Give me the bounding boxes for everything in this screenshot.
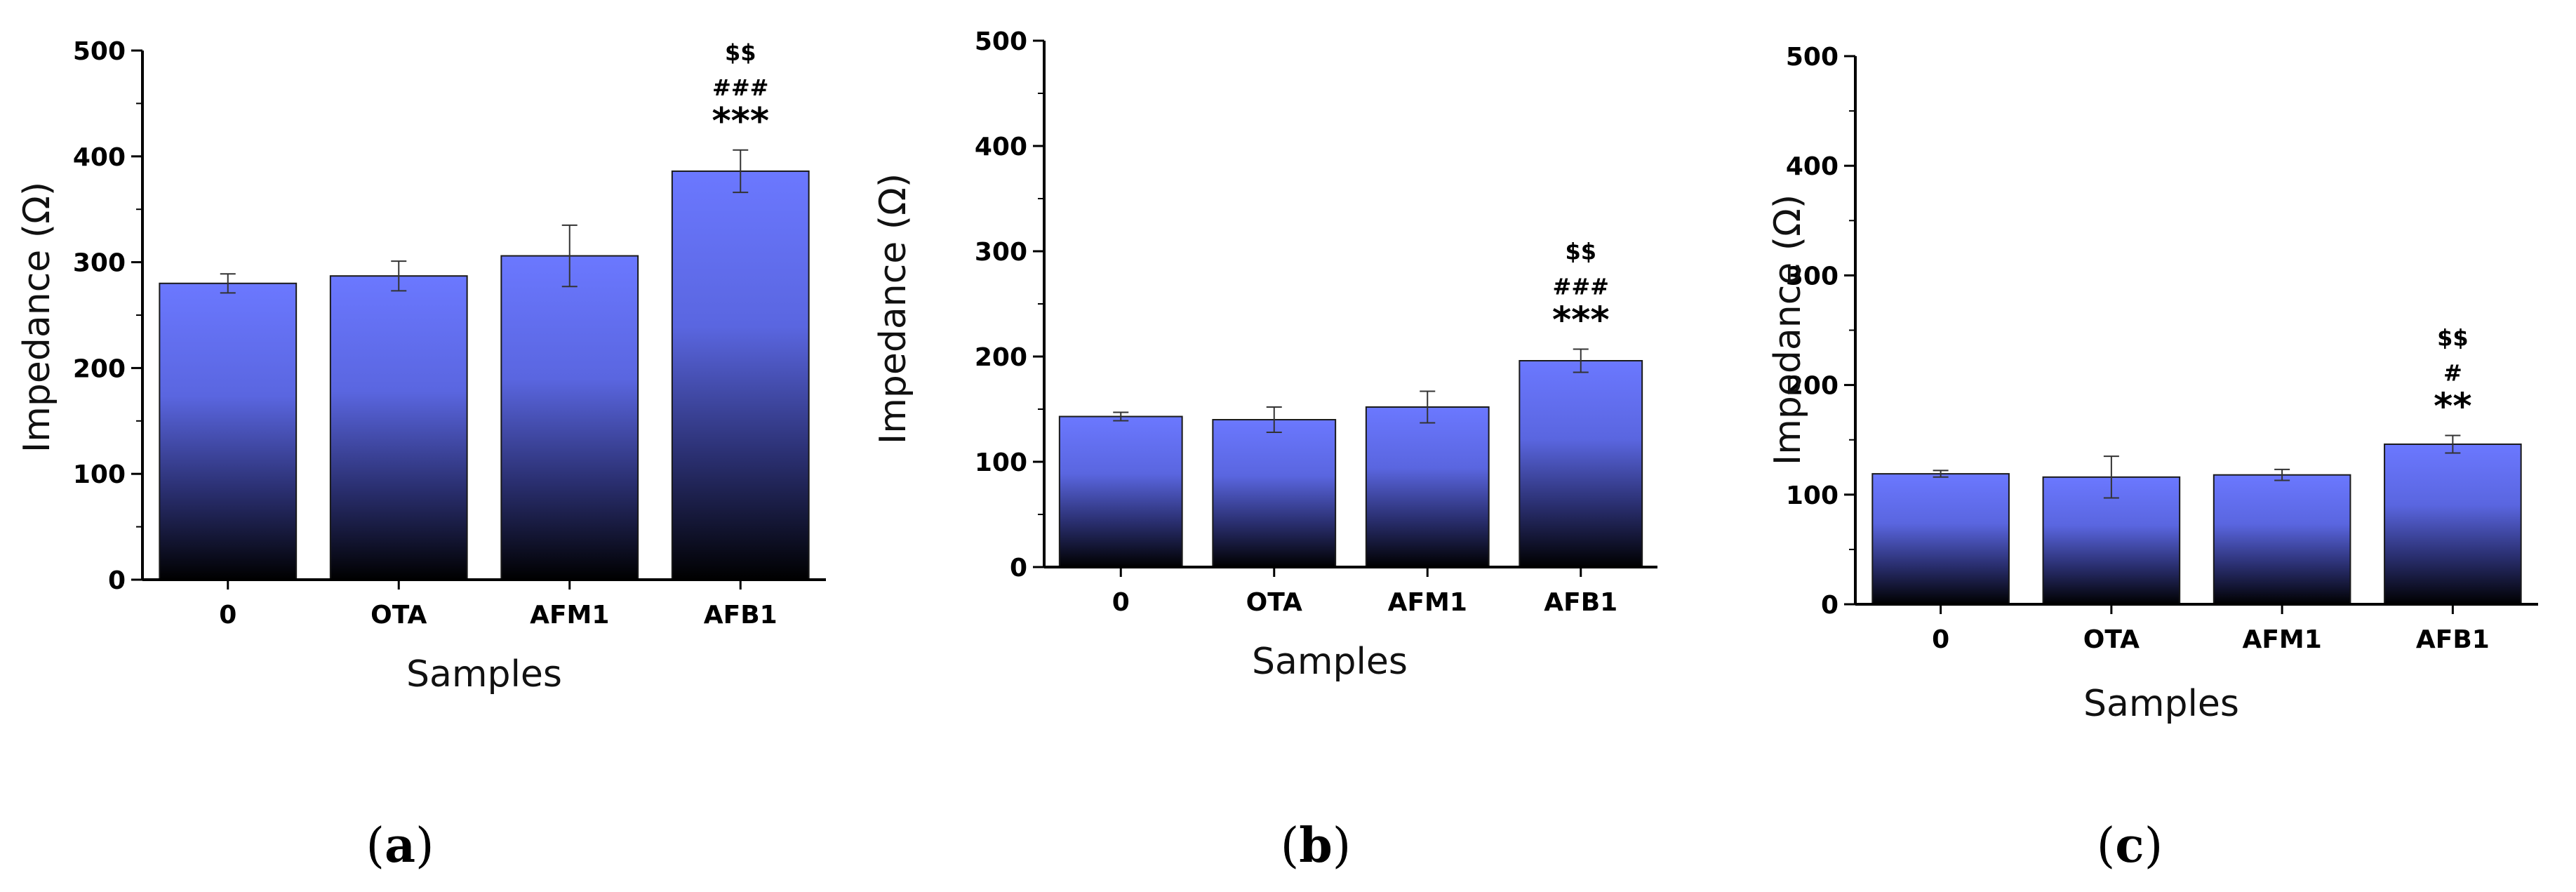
significance-dollar: $$: [2437, 324, 2469, 351]
y-tick-label: 400: [1786, 152, 1838, 181]
error-bar: [561, 224, 578, 288]
bar: [1365, 406, 1490, 568]
panel-caption-b: (b): [1280, 818, 1352, 874]
error-bar: [1266, 406, 1282, 433]
bar: [500, 255, 639, 580]
error-bar: [2274, 468, 2290, 481]
error-bar: [1933, 470, 1949, 478]
bar: [1058, 415, 1183, 568]
x-tick-label: AFB1: [1544, 588, 1617, 617]
y-tick-label: 0: [1010, 554, 1027, 583]
y-tick-label: 100: [975, 448, 1027, 477]
y-tick-label: 100: [1786, 481, 1838, 510]
y-tick-label: 300: [975, 238, 1027, 267]
significance-hash: #: [2443, 359, 2462, 386]
bar: [1871, 473, 2010, 606]
significance-stars: ***: [1552, 300, 1610, 342]
error-bar: [733, 149, 749, 194]
bar: [2213, 474, 2351, 606]
x-tick-label: AFB1: [704, 601, 778, 630]
x-tick-label: AFM1: [530, 601, 609, 630]
y-tick-label: 200: [1786, 372, 1838, 401]
y-tick-label: 300: [73, 249, 126, 278]
x-tick-label: 0: [219, 601, 236, 630]
error-bar: [2103, 455, 2119, 499]
y-tick-label: 300: [1786, 262, 1838, 291]
significance-hash: ###: [712, 74, 768, 101]
y-axis-title: Impedance (Ω): [872, 173, 914, 444]
error-bar: [391, 260, 407, 292]
x-tick-label: AFM1: [2242, 625, 2321, 654]
error-bar: [220, 273, 236, 294]
y-tick-label: 400: [73, 143, 126, 172]
bar: [329, 275, 468, 580]
bar: [671, 170, 810, 581]
y-tick-label: 500: [975, 27, 1027, 56]
y-tick-label: 0: [1821, 591, 1838, 620]
x-tick-label: OTA: [371, 601, 427, 630]
y-tick-label: 500: [1786, 43, 1838, 72]
bar: [1519, 360, 1643, 568]
significance-annotation: **# $$: [2434, 324, 2471, 427]
bar: [159, 282, 298, 580]
significance-annotation: ***### $$: [712, 39, 769, 142]
chart-panel-b: 0 OTA AFM1 AFB1 ***### $$ 0 100 200 300 400 500 Samp…: [872, 27, 1657, 683]
x-tick-label: 0: [1932, 625, 1949, 654]
error-bar: [2445, 434, 2461, 454]
panel-caption-a: (a): [366, 818, 434, 874]
y-tick-label: 200: [975, 343, 1027, 372]
y-axis-title: Impedance (Ω): [16, 182, 58, 453]
error-bar: [1420, 390, 1436, 424]
significance-hash: ###: [1553, 274, 1609, 300]
panel-caption-c: (c): [2096, 818, 2163, 874]
significance-dollar: $$: [1565, 239, 1596, 265]
error-bar: [1573, 348, 1589, 373]
x-axis-title: Samples: [1252, 641, 1408, 683]
x-tick-label: OTA: [1246, 588, 1302, 617]
error-bar: [1113, 411, 1129, 422]
y-tick-label: 200: [73, 354, 126, 383]
significance-stars: **: [2434, 385, 2471, 427]
y-tick-label: 400: [975, 133, 1027, 161]
significance-dollar: $$: [725, 39, 756, 66]
x-axis-title: Samples: [406, 653, 562, 695]
y-tick-label: 0: [108, 566, 126, 595]
bar: [1212, 419, 1337, 568]
x-tick-label: OTA: [2083, 625, 2140, 654]
y-tick-label: 100: [73, 460, 126, 489]
x-tick-label: AFB1: [2416, 625, 2490, 654]
chart-panel-c: 0 OTA AFM1 AFB1 **# $$ 0 100 200 300 400 500 Samples…: [1767, 43, 2538, 725]
y-axis-title: Impedance (Ω): [1767, 194, 1809, 465]
x-tick-label: 0: [1112, 588, 1130, 617]
y-tick-label: 500: [73, 37, 126, 66]
bar: [2384, 443, 2522, 605]
x-tick-label: AFM1: [1388, 588, 1467, 617]
chart-panel-a: 0 OTA AFM1 AFB1 ***### $$ 0 100 200 300 400 500 Samp…: [16, 37, 826, 695]
significance-stars: ***: [712, 100, 769, 142]
x-axis-title: Samples: [2083, 683, 2239, 725]
significance-annotation: ***### $$: [1552, 239, 1610, 342]
